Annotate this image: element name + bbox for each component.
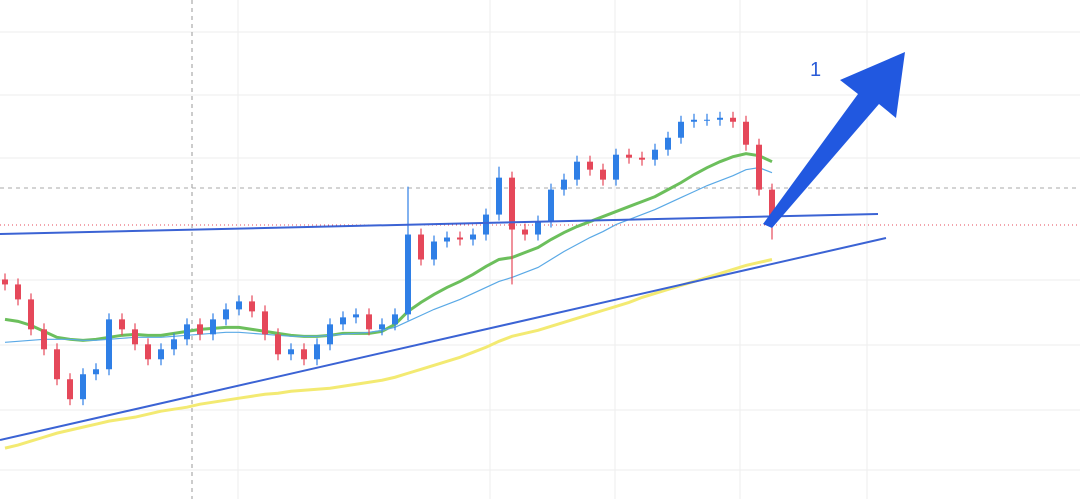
- candle-body: [574, 161, 580, 180]
- candle-body: [457, 237, 463, 240]
- annotation: 1: [810, 59, 821, 81]
- candle-body: [405, 234, 411, 315]
- candle-body: [93, 369, 99, 375]
- candle-body: [366, 314, 372, 330]
- candle-body: [223, 309, 229, 320]
- moving-average: [4, 258, 773, 450]
- candle-body: [41, 329, 47, 350]
- candle-body: [171, 339, 177, 350]
- candle-body: [470, 234, 476, 240]
- candle-body: [80, 374, 86, 400]
- candle-body: [314, 344, 320, 360]
- candle-body: [665, 137, 671, 150]
- candle-body: [444, 237, 450, 242]
- candle-body: [379, 324, 385, 330]
- candle-body: [106, 319, 112, 370]
- candle-body: [418, 234, 424, 260]
- candle-body: [15, 284, 21, 300]
- candle-body: [145, 344, 151, 360]
- candle-body: [249, 301, 255, 312]
- candle-body: [392, 314, 398, 325]
- candle-body: [288, 349, 294, 355]
- candle-body: [730, 117, 736, 122]
- candle-body: [301, 349, 307, 360]
- candle-body: [548, 189, 554, 222]
- candle-body: [769, 189, 775, 222]
- candle-body: [54, 349, 60, 380]
- moving-average: [4, 152, 773, 342]
- candle-body: [691, 119, 697, 122]
- candle-body: [340, 317, 346, 325]
- candle-body: [613, 154, 619, 180]
- candle-body: [496, 177, 502, 215]
- candle-body: [717, 117, 723, 120]
- candle-body: [132, 329, 138, 345]
- candle-body: [600, 169, 606, 180]
- candle-body: [197, 324, 203, 335]
- candle-body: [561, 179, 567, 190]
- candle-body: [535, 221, 541, 235]
- candle-body: [67, 379, 73, 400]
- arrow: [763, 52, 905, 228]
- candle-body: [236, 301, 242, 310]
- candle-body: [652, 149, 658, 160]
- candle-body: [210, 319, 216, 335]
- candle-body: [353, 314, 359, 318]
- candle-body: [743, 121, 749, 145]
- candle-body: [626, 154, 632, 158]
- candle-body: [327, 324, 333, 345]
- trend-line: [0, 237, 887, 441]
- candle-body: [119, 319, 125, 330]
- candle-body: [704, 119, 710, 121]
- candle-body: [275, 334, 281, 355]
- candle-body: [522, 229, 528, 235]
- resistance-line: [0, 213, 879, 235]
- candle-body: [678, 121, 684, 138]
- candle-body: [184, 324, 190, 340]
- candle-body: [158, 349, 164, 360]
- candle-body: [509, 177, 515, 230]
- candle-body: [28, 299, 34, 330]
- candle-body: [2, 279, 8, 285]
- candle-body: [262, 311, 268, 335]
- candle-body: [483, 214, 489, 235]
- candle-body: [639, 157, 645, 160]
- candle-body: [431, 241, 437, 260]
- plot: [2, 111, 775, 450]
- candle-body: [756, 144, 762, 190]
- candle-body: [587, 161, 593, 170]
